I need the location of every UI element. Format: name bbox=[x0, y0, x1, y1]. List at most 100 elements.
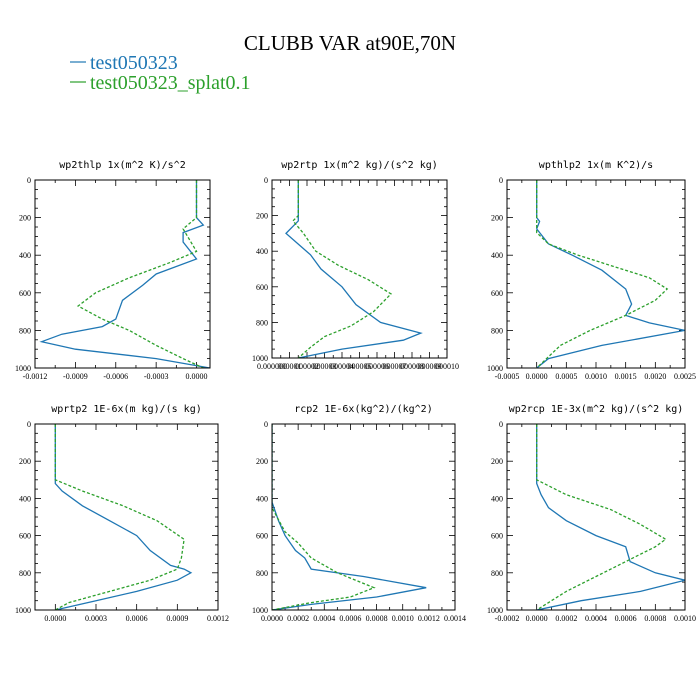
x-tick-label: -0.0012 bbox=[23, 372, 48, 381]
x-tick-label: 0.0002 bbox=[287, 614, 309, 623]
y-tick-label: 0 bbox=[27, 176, 31, 185]
x-tick-label: -0.0003 bbox=[144, 372, 169, 381]
x-tick-label: 000009 bbox=[418, 362, 442, 371]
series-line-test050323 bbox=[39, 180, 210, 368]
panel-title: wp2rcp 1E-3x(m^2 kg)/(s^2 kg) bbox=[509, 404, 684, 415]
x-tick-label: 0.0015 bbox=[615, 372, 637, 381]
y-tick-label: 0 bbox=[264, 176, 268, 185]
panel-1: wp2rtp 1x(m^2 kg)/(s^2 kg) 0 200 400 600 800 1… bbox=[252, 160, 459, 371]
series-line-test050323 bbox=[535, 180, 685, 368]
y-tick-label: 1000 bbox=[15, 606, 31, 615]
series-line-test050323 bbox=[272, 424, 427, 610]
panel-title: wprtp2 1E-6x(m kg)/(s kg) bbox=[51, 404, 202, 415]
y-tick-label: 800 bbox=[256, 318, 268, 327]
y-tick-label: 200 bbox=[256, 212, 268, 221]
x-tick-label: 0.0006 bbox=[339, 614, 361, 623]
y-tick-label: 1000 bbox=[15, 364, 31, 373]
x-tick-label: 0.0012 bbox=[207, 614, 229, 623]
x-tick-label: -0.0005 bbox=[495, 372, 520, 381]
x-tick-label: 000006 bbox=[365, 362, 389, 371]
x-tick-label: 0.0008 bbox=[644, 614, 666, 623]
panel-title: rcp2 1E-6x(kg^2)/(kg^2) bbox=[294, 404, 432, 415]
panel-2: wpthlp2 1x(m K^2)/s 0 200 400 600 800 1000-0.0… bbox=[487, 160, 696, 381]
series-line-test050323-splat0-1 bbox=[272, 424, 376, 610]
x-tick-label: 0.0020 bbox=[644, 372, 666, 381]
x-tick-label: 000008 bbox=[400, 362, 424, 371]
panel-3: wprtp2 1E-6x(m kg)/(s kg) 0 200 400 600 800 10… bbox=[15, 404, 229, 623]
panel-title: wp2rtp 1x(m^2 kg)/(s^2 kg) bbox=[281, 160, 438, 171]
x-tick-label: 000001 bbox=[278, 362, 302, 371]
y-tick-label: 400 bbox=[256, 494, 268, 503]
x-tick-label: 0.000000 bbox=[257, 362, 287, 371]
series-line-test050323-splat0-1 bbox=[54, 424, 185, 610]
x-tick-label: 0.0008 bbox=[366, 614, 388, 623]
plot-frame bbox=[271, 423, 456, 611]
series-line-test050323-splat0-1 bbox=[292, 180, 393, 358]
x-tick-label: -0.0009 bbox=[63, 372, 88, 381]
x-tick-label: 000003 bbox=[313, 362, 337, 371]
y-tick-label: 400 bbox=[491, 251, 503, 260]
x-tick-label: 0.0006 bbox=[126, 614, 148, 623]
y-tick-label: 400 bbox=[19, 494, 31, 503]
figure-title: CLUBB VAR at90E,70N bbox=[244, 31, 456, 55]
x-tick-label: 0.0000 bbox=[526, 614, 548, 623]
plot-frame bbox=[34, 423, 219, 611]
y-tick-label: 800 bbox=[19, 326, 31, 335]
x-tick-label: 000004 bbox=[330, 362, 354, 371]
series-line-test050323 bbox=[285, 180, 423, 358]
y-tick-label: 600 bbox=[491, 289, 503, 298]
x-tick-label: 0.0009 bbox=[166, 614, 188, 623]
x-tick-label: 0.0010 bbox=[392, 614, 414, 623]
legend: test050323 test050323_splat0.1 bbox=[70, 52, 251, 94]
x-tick-label: 0.0000 bbox=[261, 614, 283, 623]
y-tick-label: 200 bbox=[256, 457, 268, 466]
y-tick-label: 600 bbox=[256, 283, 268, 292]
y-tick-label: 0 bbox=[499, 176, 503, 185]
series-line-test050323 bbox=[536, 424, 685, 610]
y-tick-label: 800 bbox=[19, 569, 31, 578]
series-line-test050323-splat0-1 bbox=[536, 180, 669, 368]
y-tick-label: 800 bbox=[491, 569, 503, 578]
y-tick-label: 0 bbox=[264, 420, 268, 429]
x-tick-label: 0.0010 bbox=[585, 372, 607, 381]
y-tick-label: 800 bbox=[256, 569, 268, 578]
series-line-test050323 bbox=[54, 424, 193, 610]
panel-5: wp2rcp 1E-3x(m^2 kg)/(s^2 kg) 0 200 400 600 8… bbox=[487, 404, 696, 623]
x-tick-label: 000005 bbox=[348, 362, 372, 371]
y-tick-label: 1000 bbox=[252, 606, 268, 615]
x-tick-label: 000007 bbox=[383, 362, 407, 371]
x-tick-label: 0.0003 bbox=[85, 614, 107, 623]
x-tick-label: 0.0010 bbox=[674, 614, 696, 623]
x-tick-label: 0.0000 bbox=[526, 372, 548, 381]
y-tick-label: 1000 bbox=[252, 354, 268, 363]
y-tick-label: 1000 bbox=[487, 606, 503, 615]
x-tick-label: 0.0012 bbox=[418, 614, 440, 623]
x-tick-label: 0.0000 bbox=[44, 614, 66, 623]
x-tick-label: -0.0006 bbox=[103, 372, 128, 381]
x-tick-label: 000010 bbox=[435, 362, 459, 371]
y-tick-label: 600 bbox=[256, 532, 268, 541]
y-tick-label: 600 bbox=[19, 532, 31, 541]
y-tick-label: 200 bbox=[19, 457, 31, 466]
y-tick-label: 200 bbox=[19, 214, 31, 223]
y-tick-label: 400 bbox=[491, 494, 503, 503]
series-line-test050323-splat0-1 bbox=[76, 180, 204, 368]
panel-4: rcp2 1E-6x(kg^2)/(kg^2) 0 200 400 600 800 1000… bbox=[252, 404, 466, 623]
x-tick-label: 0.0002 bbox=[555, 614, 577, 623]
x-tick-label: 0.0006 bbox=[615, 614, 637, 623]
series-line-test050323-splat0-1 bbox=[536, 424, 667, 610]
x-tick-label: -0.0002 bbox=[495, 614, 520, 623]
y-tick-label: 0 bbox=[27, 420, 31, 429]
panel-title: wp2thlp 1x(m^2 K)/s^2 bbox=[59, 160, 185, 171]
y-tick-label: 1000 bbox=[487, 364, 503, 373]
plot-frame bbox=[271, 179, 448, 359]
y-tick-label: 400 bbox=[19, 251, 31, 260]
x-tick-label: 0.0000 bbox=[186, 372, 208, 381]
plot-frame bbox=[506, 423, 686, 611]
y-tick-label: 600 bbox=[19, 289, 31, 298]
x-tick-label: 0.0004 bbox=[313, 614, 335, 623]
plot-frame bbox=[506, 179, 686, 369]
legend-label-0: test050323 bbox=[90, 52, 178, 74]
x-tick-label: 0.0004 bbox=[585, 614, 607, 623]
